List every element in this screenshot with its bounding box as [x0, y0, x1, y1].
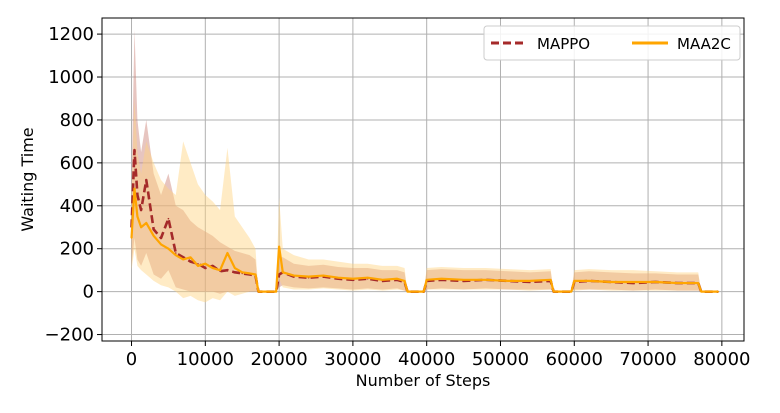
legend-label-maa2c: MAA2C — [677, 35, 731, 53]
y-tick-label: 800 — [60, 110, 94, 131]
y-tick-label: 1200 — [48, 24, 94, 45]
point-maa2c — [366, 276, 369, 279]
point-maa2c — [529, 280, 531, 282]
point-maa2c — [322, 274, 325, 277]
point-mappo — [145, 179, 148, 181]
series-lines — [130, 148, 719, 293]
point-maa2c — [406, 290, 409, 293]
point-mappo — [133, 149, 136, 151]
x-tick-label: 70000 — [619, 349, 676, 370]
point-maa2c — [507, 280, 509, 282]
point-maa2c — [133, 187, 136, 190]
point-maa2c — [549, 279, 552, 281]
point-mappo — [152, 228, 155, 231]
x-tick-label: 10000 — [177, 349, 234, 370]
point-maa2c — [211, 267, 214, 269]
y-tick-label: 0 — [83, 282, 94, 303]
point-maa2c — [700, 290, 702, 293]
point-maa2c — [484, 279, 487, 281]
point-maa2c — [307, 275, 310, 278]
point-maa2c — [403, 280, 406, 282]
plot-frame — [101, 17, 745, 342]
y-tick-label: 600 — [60, 153, 94, 174]
point-maa2c — [167, 247, 170, 250]
point-maa2c — [254, 273, 257, 276]
point-maa2c — [226, 252, 229, 254]
x-tick-label: 80000 — [693, 349, 750, 370]
point-maa2c — [160, 243, 162, 246]
point-maa2c — [717, 290, 719, 293]
point-maa2c — [676, 282, 679, 284]
point-mappo — [160, 237, 162, 239]
point-maa2c — [570, 290, 573, 293]
point-maa2c — [174, 254, 177, 256]
ticks: 0 10000 20000 30000 40000 50000 60000 70000 8000… — [45, 24, 751, 370]
point-maa2c — [248, 272, 251, 275]
legend-box — [483, 25, 741, 61]
point-maa2c — [588, 280, 590, 282]
point-mappo — [211, 265, 214, 267]
y-tick-label: 400 — [60, 196, 94, 217]
point-maa2c — [136, 215, 139, 218]
point-maa2c — [204, 262, 207, 265]
x-axis-label: Number of Steps — [356, 371, 491, 390]
point-maa2c — [610, 281, 612, 283]
x-tick-label: 30000 — [324, 349, 381, 370]
point-maa2c — [182, 258, 184, 261]
y-tick-label: 200 — [60, 239, 94, 260]
point-maa2c — [352, 277, 354, 280]
point-mappo — [226, 269, 229, 271]
point-maa2c — [152, 235, 155, 237]
point-mappo — [278, 273, 280, 276]
x-tick-label: 60000 — [546, 349, 603, 370]
point-maa2c — [337, 276, 339, 279]
point-maa2c — [145, 222, 148, 224]
point-mappo — [136, 194, 139, 196]
point-maa2c — [281, 271, 284, 274]
point-mappo — [167, 217, 170, 220]
point-maa2c — [140, 226, 142, 229]
point-maa2c — [275, 290, 277, 293]
point-mappo — [234, 271, 236, 274]
point-maa2c — [278, 245, 280, 248]
point-mappo — [182, 256, 184, 259]
point-maa2c — [425, 279, 428, 281]
band-mappo — [131, 29, 719, 294]
point-mappo — [189, 260, 192, 263]
point-maa2c — [130, 237, 133, 239]
y-axis-label: Waiting Time — [18, 127, 37, 231]
point-maa2c — [241, 271, 244, 274]
point-maa2c — [381, 279, 384, 281]
y-tick-label: −200 — [45, 325, 94, 346]
point-maa2c — [396, 277, 398, 280]
grid — [102, 18, 744, 341]
point-maa2c — [422, 290, 425, 293]
y-tick-label: 1000 — [48, 67, 94, 88]
point-maa2c — [632, 281, 635, 283]
point-mappo — [140, 209, 142, 211]
point-maa2c — [219, 269, 221, 271]
point-maa2c — [552, 290, 555, 293]
legend: MAPPO MAA2C — [483, 25, 741, 61]
point-maa2c — [197, 265, 199, 267]
x-tick-label: 40000 — [398, 349, 455, 370]
point-maa2c — [573, 280, 576, 282]
x-tick-label: 50000 — [472, 349, 529, 370]
point-maa2c — [293, 274, 295, 277]
point-mappo — [204, 267, 207, 269]
point-maa2c — [440, 277, 443, 280]
point-maa2c — [234, 267, 236, 269]
point-maa2c — [654, 281, 657, 283]
confidence-bands — [131, 29, 719, 303]
x-tick-label: 20000 — [250, 349, 307, 370]
point-maa2c — [257, 290, 260, 293]
point-maa2c — [697, 282, 700, 284]
legend-label-mappo: MAPPO — [537, 35, 590, 53]
point-maa2c — [189, 256, 192, 259]
x-tick-label: 0 — [126, 349, 137, 370]
point-maa2c — [462, 279, 465, 281]
